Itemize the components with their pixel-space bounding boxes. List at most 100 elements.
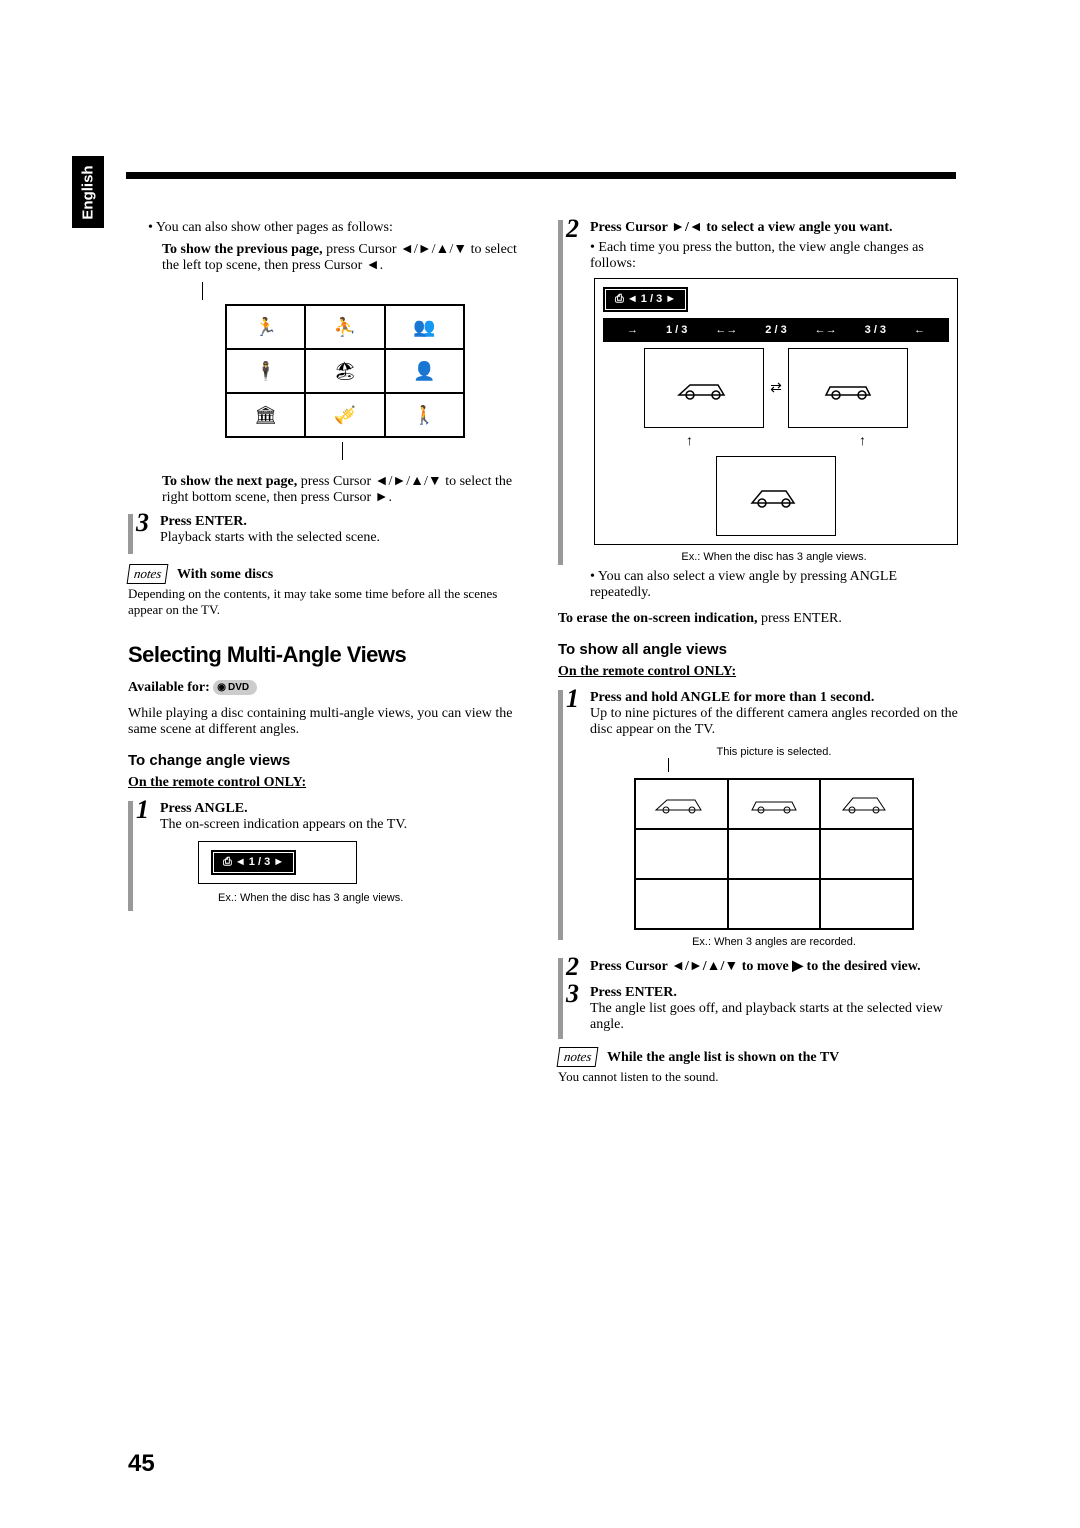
notes-block: notes With some discs Depending on the c… (128, 564, 528, 618)
notes-title: With some discs (177, 567, 273, 582)
step-number: 2 (566, 952, 579, 982)
scene-cell: 🏛 (226, 393, 305, 437)
intro-text: While playing a disc containing multi-an… (128, 706, 528, 738)
step-2: 2 Press Cursor ►/◄ to select a view angl… (558, 220, 958, 601)
arrow-icon: ←→ (815, 324, 837, 336)
step-number: 3 (136, 508, 149, 538)
angle-cell (728, 829, 821, 879)
angle-cell (635, 779, 728, 829)
remote-only-label: On the remote control ONLY: (558, 664, 958, 680)
notes-title: While the angle list is shown on the TV (607, 1050, 839, 1065)
up-arrow-icon: ↑ (686, 434, 693, 450)
step-number: 1 (566, 684, 579, 714)
language-label: English (80, 165, 97, 219)
angle-view (716, 456, 836, 536)
top-rule (126, 172, 956, 179)
notes-icon: notes (127, 564, 169, 584)
step-3: 3 Press ENTER. Playback starts with the … (128, 514, 528, 546)
step-bar (558, 690, 563, 940)
erase-text: To erase the on-screen indication, press… (558, 611, 958, 627)
notes-body: Depending on the contents, it may take s… (128, 586, 528, 618)
scene-cell: ⛹ (305, 305, 384, 349)
angle-cell (635, 829, 728, 879)
list-item: You can also select a view angle by pres… (590, 569, 958, 601)
angle-cell (728, 879, 821, 929)
scene-cell: 🕴 (226, 349, 305, 393)
osd-indicator: ⎙ ◄ 1 / 3 ► (603, 287, 688, 312)
scene-cell: 🏖 (305, 349, 384, 393)
step-3b: 3 Press ENTER. The angle list goes off, … (558, 985, 958, 1033)
language-tab: English (72, 156, 104, 228)
scene-grid-container: 🏃⛹👥 🕴🏖👤 🏛🎺🚶 (128, 274, 528, 468)
osd-indicator: ⎙ ◄ 1 / 3 ► (211, 850, 296, 875)
left-column: You can also show other pages as follows… (128, 220, 528, 1085)
dvd-icon: DVD (213, 680, 257, 695)
step-bar (558, 220, 563, 565)
step-1: 1 Press ANGLE. The on-screen indication … (128, 801, 528, 904)
car-icon (746, 481, 806, 511)
step-heading: Press Cursor ◄/►/▲/▼ to move ▶ to the de… (590, 959, 921, 974)
bullet-list: You can also select a view angle by pres… (590, 569, 958, 601)
step-heading: Press ANGLE. (160, 801, 248, 816)
step-body: Playback starts with the selected scene. (160, 530, 380, 545)
angle-views: ⇄ ↑ ↑ (603, 348, 949, 536)
up-arrow-icon: ↑ (859, 434, 866, 450)
step-heading: Press Cursor ►/◄ to select a view angle … (590, 220, 893, 235)
swap-arrow-icon: ⇄ (770, 348, 782, 428)
step-body: The angle list goes off, and playback st… (590, 1001, 943, 1032)
step-heading: Press ENTER. (160, 514, 247, 529)
remote-only-label: On the remote control ONLY: (128, 775, 528, 791)
caption: Ex.: When 3 angles are recorded. (590, 936, 958, 948)
step-number: 3 (566, 979, 579, 1009)
scene-cell: 🏃 (226, 305, 305, 349)
section-title: Selecting Multi-Angle Views (128, 642, 528, 668)
right-column: 2 Press Cursor ►/◄ to select a view angl… (558, 220, 958, 1085)
notes-icon: notes (557, 1047, 599, 1067)
angle-view (644, 348, 764, 428)
callout-line (342, 442, 528, 460)
next-page-text: To show the next page, press Cursor ◄/►/… (128, 474, 528, 506)
notes-body: You cannot listen to the sound. (558, 1069, 958, 1085)
step-body: Up to nine pictures of the different cam… (590, 706, 958, 737)
callout-line (668, 758, 958, 772)
available-label: Available for: (128, 680, 210, 695)
angle-cell (820, 879, 913, 929)
car-icon (651, 788, 711, 818)
scene-cell: 🎺 (305, 393, 384, 437)
page-number: 45 (128, 1450, 155, 1478)
angle-sequence-diagram: ⎙ ◄ 1 / 3 ► → 1 / 3 ←→ 2 / 3 ←→ 3 / 3 ← … (594, 278, 958, 545)
list-item: You can also show other pages as follows… (148, 220, 528, 236)
seq-label: 3 / 3 (865, 324, 886, 336)
arrow-icon: → (627, 324, 638, 336)
scene-cell: 🚶 (385, 393, 464, 437)
caption: Ex.: When the disc has 3 angle views. (590, 551, 958, 563)
step-number: 1 (136, 795, 149, 825)
angle-cell (728, 779, 821, 829)
step-1b: 1 Press and hold ANGLE for more than 1 s… (558, 690, 958, 948)
seq-label: 1 / 3 (666, 324, 687, 336)
callout-line (202, 282, 528, 300)
angle-thumbnail-grid (634, 778, 914, 930)
sub-heading: To change angle views (128, 752, 528, 769)
car-icon (674, 373, 734, 403)
seq-label: 2 / 3 (765, 324, 786, 336)
bullet-list: You can also show other pages as follows… (128, 220, 528, 236)
arrow-icon: ← (914, 324, 925, 336)
car-icon (837, 788, 897, 818)
step-heading: Press ENTER. (590, 985, 677, 1000)
notes-block: notes While the angle list is shown on t… (558, 1047, 958, 1085)
content-columns: You can also show other pages as follows… (128, 220, 958, 1085)
arrow-icon: ←→ (715, 324, 737, 336)
osd-example: ⎙ ◄ 1 / 3 ► (198, 841, 357, 884)
sub-heading: To show all angle views (558, 641, 958, 658)
step-bar (128, 801, 133, 911)
bold-text: To show the previous page, (162, 242, 323, 257)
angle-cell (820, 829, 913, 879)
step-2b: 2 Press Cursor ◄/►/▲/▼ to move ▶ to the … (558, 958, 958, 975)
angle-view (788, 348, 908, 428)
sequence-bar: → 1 / 3 ←→ 2 / 3 ←→ 3 / 3 ← (603, 318, 949, 342)
car-icon (744, 788, 804, 818)
available-for: Available for: DVD (128, 680, 528, 696)
angle-cell (635, 879, 728, 929)
bold-text: To show the next page, (162, 474, 297, 489)
